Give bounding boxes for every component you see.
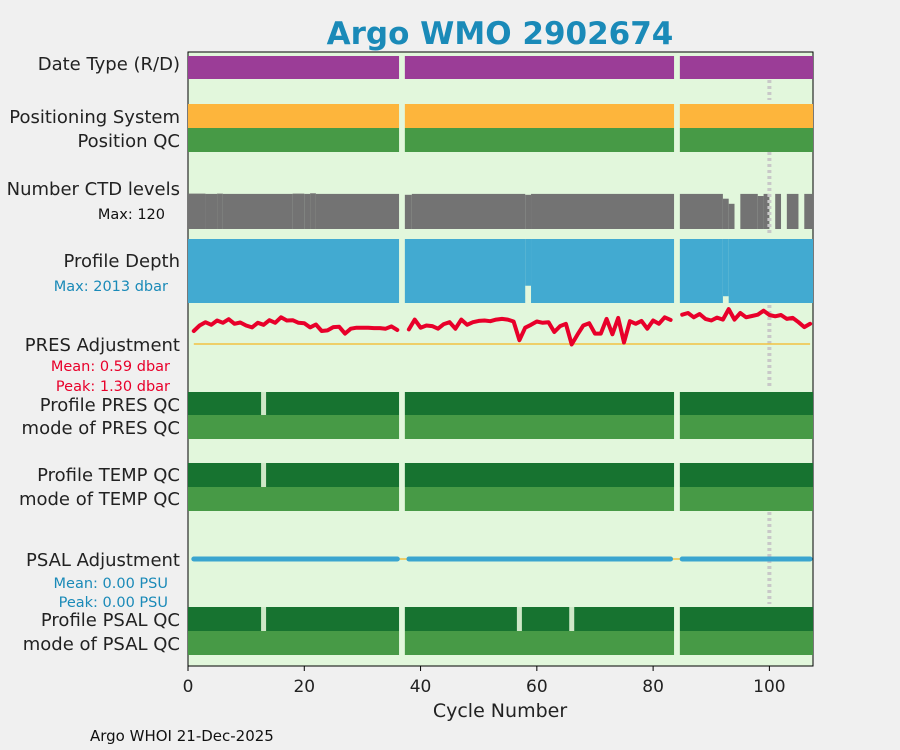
ctd-max-note: Max: 120: [98, 207, 165, 223]
profile-psal-qc-bar-segment-1: [188, 607, 400, 631]
mode-pres-qc-bar-segment-1: [188, 415, 400, 439]
ctd-levels-bar-2: [205, 193, 218, 229]
position-qc-bar-segment-1: [188, 128, 400, 152]
pres-mean-note: Mean: 0.59 dbar: [51, 359, 170, 375]
profile-depth-bar-7: [728, 239, 813, 303]
pres-adjustment-line-3: [680, 307, 813, 330]
label-mode-pres-qc: mode of PRES QC: [22, 418, 180, 439]
profile-temp-qc-flag-cycle-13: [261, 463, 267, 487]
date-type-bar-segment-1: [188, 56, 400, 79]
mode-psal-qc-bar-segment-1: [188, 631, 400, 655]
x-tick-label-80: 80: [642, 677, 664, 697]
x-axis-label: Cycle Number: [433, 700, 567, 722]
label-mode-psal-qc: mode of PSAL QC: [23, 634, 180, 655]
profile-pres-qc-bar-segment-2: [404, 392, 675, 415]
positioning-system-bar-segment-2: [404, 104, 675, 128]
chart-title: Argo WMO 2902674: [327, 16, 674, 52]
label-position-qc: Position QC: [77, 131, 180, 152]
label-profile-temp-qc: Profile TEMP QC: [37, 465, 180, 486]
mode-temp-qc-bar-segment-3: [679, 487, 813, 511]
row-notes: Max: 120 Max: 2013 dbar Mean: 0.59 dbar …: [51, 207, 170, 611]
ctd-levels-bar-1: [188, 193, 206, 229]
depth-max-note: Max: 2013 dbar: [54, 279, 168, 295]
x-tick-label-60: 60: [526, 677, 548, 697]
label-profile-psal-qc: Profile PSAL QC: [41, 610, 180, 631]
ctd-levels-bar-6: [304, 193, 311, 229]
mode-temp-qc-bar-segment-2: [404, 487, 675, 511]
mode-temp-qc-bar-segment-1: [188, 487, 400, 511]
x-tick-label-0: 0: [183, 677, 194, 697]
positioning-system-bar-segment-1: [188, 104, 400, 128]
profile-psal-qc-flag-cycle-57: [516, 607, 522, 631]
profile-temp-qc-bar-segment-2: [404, 463, 675, 487]
label-number-ctd-levels: Number CTD levels: [7, 179, 180, 200]
ctd-levels-bar-3: [217, 193, 223, 229]
ctd-levels-bar-14: [722, 198, 729, 229]
ctd-levels-bar-24: [804, 193, 813, 229]
ctd-levels-bar-7: [310, 193, 316, 229]
label-date-type: Date Type (R/D): [38, 54, 180, 75]
profile-depth-bar-4: [531, 239, 675, 303]
psal-mean-note: Mean: 0.00 PSU: [54, 576, 168, 592]
ctd-levels-bar-8: [315, 193, 400, 229]
profile-temp-qc-bar-segment-3: [679, 463, 813, 487]
label-psal-adjustment: PSAL Adjustment: [26, 550, 180, 571]
label-profile-depth: Profile Depth: [63, 251, 180, 272]
ctd-levels-bar-19: [763, 193, 770, 229]
positioning-system-bar-segment-3: [679, 104, 813, 128]
mode-psal-qc-bar-segment-2: [404, 631, 675, 655]
x-tick-label-40: 40: [410, 677, 432, 697]
x-tick-label-20: 20: [293, 677, 315, 697]
pres-adjustment-line-2: [406, 315, 673, 347]
ctd-levels-bar-11: [525, 194, 532, 229]
position-qc-bar-segment-2: [404, 128, 675, 152]
profile-depth-bar-1: [188, 239, 400, 303]
ctd-levels-bar-9: [404, 194, 412, 229]
profile-psal-qc-flag-cycle-13: [261, 607, 267, 631]
date-type-bar-segment-2: [404, 56, 675, 79]
label-pres-adjustment: PRES Adjustment: [25, 335, 180, 356]
ctd-levels-bar-13: [679, 193, 723, 229]
pres-peak-note: Peak: 1.30 dbar: [56, 379, 170, 395]
profile-psal-qc-bar-segment-2: [404, 607, 675, 631]
ctd-levels-bar-12: [531, 193, 675, 229]
profile-pres-qc-flag-cycle-13: [261, 392, 267, 415]
pres-adjustment-line-1: [191, 315, 400, 336]
profile-depth-bar-5: [679, 239, 723, 303]
mode-pres-qc-bar-segment-3: [679, 415, 813, 439]
profile-depth-bar-3: [525, 239, 532, 286]
ctd-levels-bar-22: [786, 193, 799, 229]
profile-psal-qc-bar-segment-3: [679, 607, 813, 631]
mode-pres-qc-bar-segment-2: [404, 415, 675, 439]
ctd-levels-bar-4: [222, 193, 293, 229]
plot-area: [187, 51, 814, 667]
psal-peak-note: Peak: 0.00 PSU: [59, 595, 168, 611]
profile-depth-bar-2: [404, 239, 526, 303]
date-type-bar-segment-3: [679, 56, 813, 79]
ctd-levels-bar-17: [740, 193, 758, 229]
x-tick-label-100: 100: [753, 677, 785, 697]
profile-depth-bar-6: [722, 239, 729, 297]
mode-psal-qc-bar-segment-3: [679, 631, 813, 655]
footer-credit: Argo WHOI 21-Dec-2025: [90, 727, 274, 745]
position-qc-bar-segment-3: [679, 128, 813, 152]
label-mode-temp-qc: mode of TEMP QC: [19, 489, 180, 510]
ctd-levels-bar-10: [411, 193, 526, 229]
profile-pres-qc-bar-segment-3: [679, 392, 813, 415]
profile-temp-qc-bar-segment-1: [188, 463, 400, 487]
ctd-levels-bar-20: [775, 193, 782, 229]
profile-pres-qc-bar-segment-1: [188, 392, 400, 415]
label-positioning-system: Positioning System: [9, 107, 180, 128]
row-labels: Date Type (R/D) Positioning System Posit…: [7, 54, 180, 655]
ctd-levels-bar-18: [757, 196, 764, 229]
ctd-levels-bar-5: [292, 193, 305, 229]
ctd-levels-bar-15: [728, 203, 735, 229]
label-profile-pres-qc: Profile PRES QC: [40, 395, 180, 416]
profile-psal-qc-flag-cycle-66: [569, 607, 575, 631]
